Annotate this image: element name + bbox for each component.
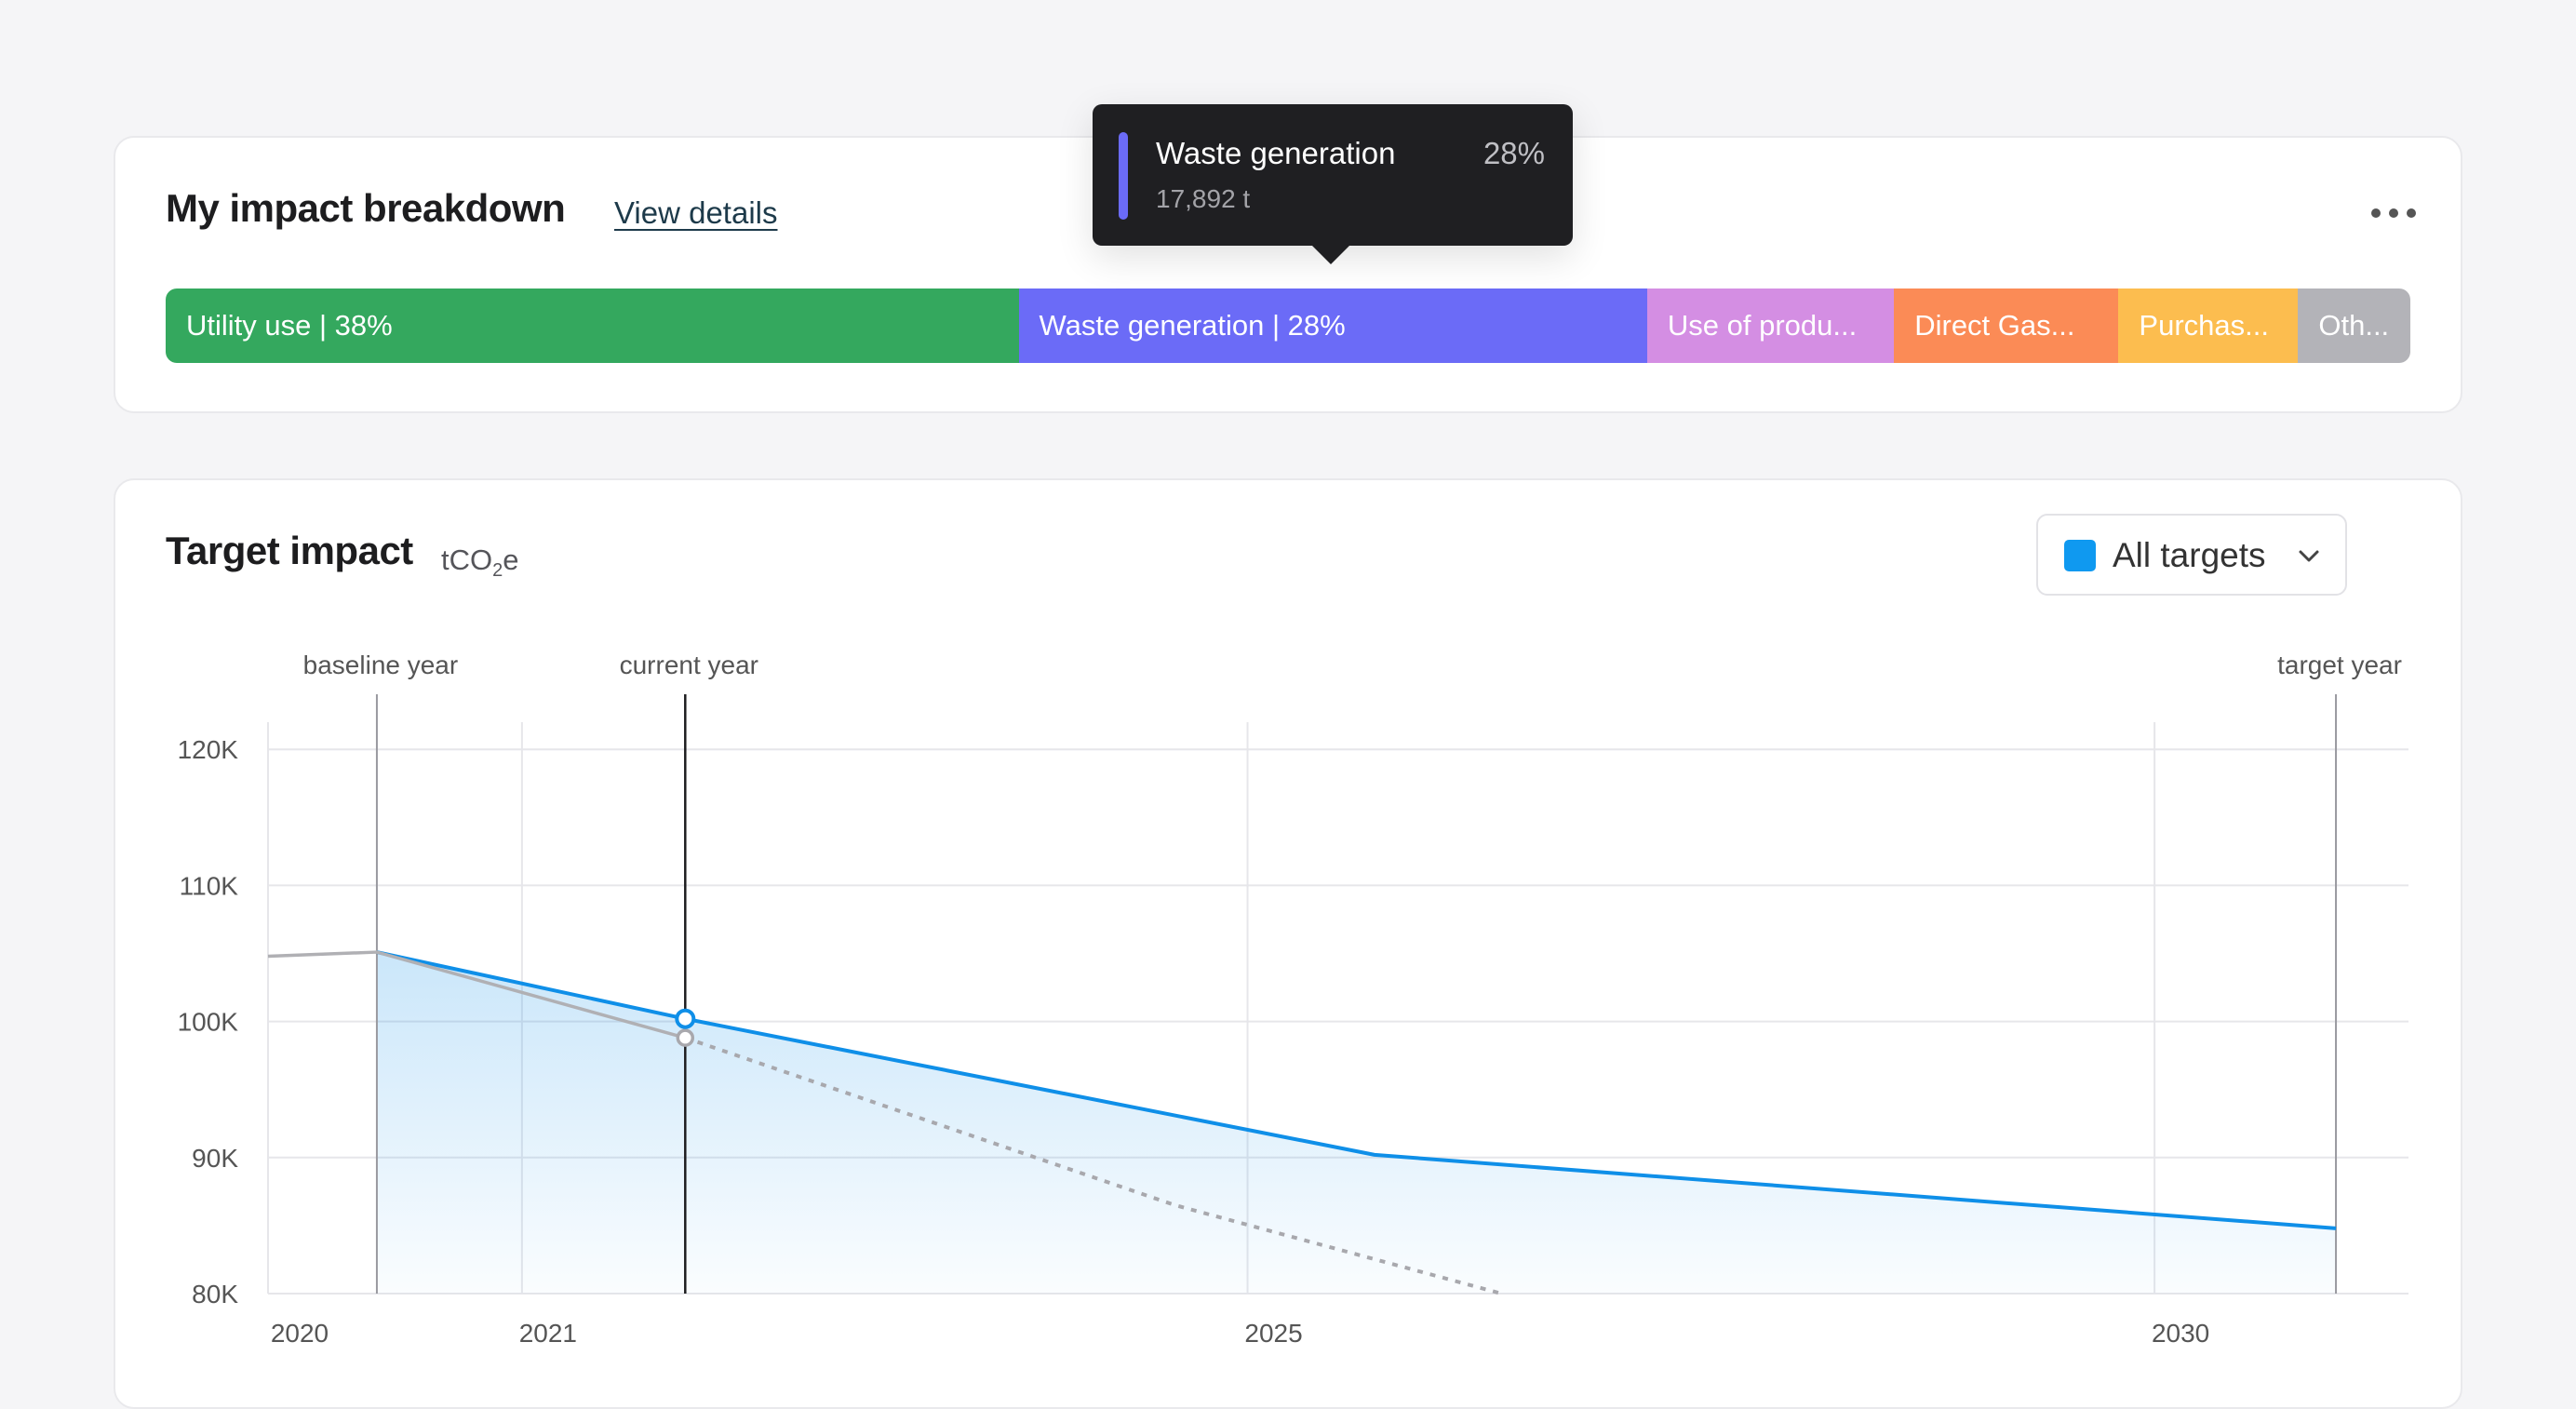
year-marker-label: current year — [620, 651, 758, 679]
chevron-down-icon — [2299, 550, 2319, 562]
unit-label: tCO2e — [441, 543, 519, 582]
actual-current-point — [676, 1028, 695, 1047]
breakdown-segment[interactable]: Use of produ... — [1646, 289, 1895, 363]
target-impact-chart: 120K 110K 100K 90K 80K 2020 2021 2025 2030 baseli… — [178, 651, 2408, 1348]
target-area-fill — [376, 952, 2337, 1294]
target-current-point — [675, 1008, 696, 1029]
breakdown-segment[interactable]: Oth... — [2298, 289, 2410, 363]
breakdown-segment[interactable]: Waste generation | 28% — [1018, 289, 1647, 363]
year-marker-label: baseline year — [303, 651, 459, 679]
x-tick-label: 2025 — [1244, 1319, 1302, 1348]
tooltip-arrow — [1312, 246, 1349, 264]
x-tick-label: 2020 — [271, 1319, 329, 1348]
y-tick-label: 120K — [178, 735, 239, 764]
y-tick-label: 80K — [192, 1280, 238, 1308]
targets-dropdown[interactable]: All targets — [2036, 514, 2347, 596]
breakdown-title: My impact breakdown — [166, 186, 566, 230]
year-marker-label: target year — [2277, 651, 2402, 679]
tooltip-percent: 28% — [1483, 136, 1545, 170]
breakdown-bar: Utility use | 38% Waste generation | 28% U… — [166, 289, 2410, 363]
y-tick-label: 110K — [180, 871, 239, 900]
x-tick-label: 2021 — [519, 1319, 577, 1348]
more-options-icon[interactable] — [2371, 205, 2416, 223]
breakdown-segment[interactable]: Purchas... — [2118, 289, 2299, 363]
view-details-link[interactable]: View details — [614, 195, 778, 230]
actual-series-line — [267, 950, 686, 1040]
segment-tooltip: Waste generation 28% 17,892 t — [1093, 104, 1573, 264]
x-tick-label: 2030 — [2152, 1319, 2209, 1348]
projection-series-line — [684, 1036, 1502, 1295]
breakdown-segment[interactable]: Utility use | 38% — [166, 289, 1019, 363]
target-impact-card: Target impact tCO2e All targets 120K 110K… — [114, 478, 2462, 1409]
breakdown-segment[interactable]: Direct Gas... — [1894, 289, 2119, 363]
target-title: Target impact — [166, 529, 413, 572]
tooltip-label: Waste generation — [1156, 136, 1396, 170]
targets-color-swatch — [2064, 540, 2096, 571]
target-series-line — [376, 950, 2337, 1230]
tooltip-value: 17,892 t — [1156, 184, 1251, 213]
y-tick-label: 100K — [178, 1008, 239, 1037]
tooltip-color-bar — [1119, 132, 1128, 220]
targets-dropdown-label: All targets — [2113, 536, 2266, 574]
y-tick-label: 90K — [192, 1144, 238, 1173]
